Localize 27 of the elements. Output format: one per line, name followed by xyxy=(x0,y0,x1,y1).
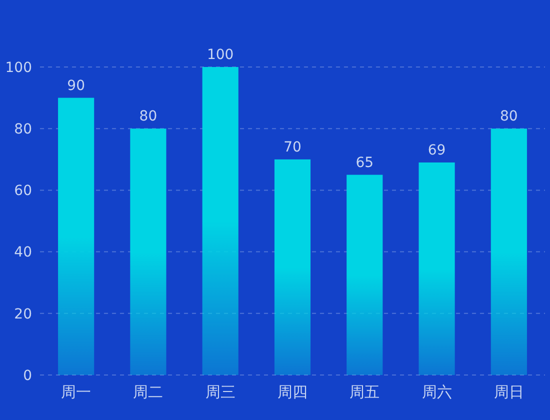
data-label: 100 xyxy=(206,47,234,63)
bar xyxy=(202,67,238,375)
bar xyxy=(418,162,455,375)
bar xyxy=(130,128,166,375)
bar xyxy=(490,128,527,375)
x-tick-label: 周六 xyxy=(422,383,452,401)
y-tick-label: 100 xyxy=(5,60,32,76)
y-tick-label: 40 xyxy=(14,244,32,261)
y-tick-label: 0 xyxy=(23,368,32,384)
y-tick-label: 60 xyxy=(14,183,32,200)
data-label: 65 xyxy=(356,154,374,171)
data-label: 80 xyxy=(139,108,158,125)
bar xyxy=(346,174,383,375)
x-tick-label: 周一 xyxy=(61,383,92,401)
data-label: 70 xyxy=(284,139,302,156)
x-tick-label: 周五 xyxy=(350,383,380,401)
bar xyxy=(274,159,311,375)
data-label: 80 xyxy=(500,108,518,125)
data-label: 90 xyxy=(67,78,85,94)
x-tick-label: 周二 xyxy=(133,383,164,401)
x-tick-label: 周三 xyxy=(205,383,236,401)
x-tick-label: 周四 xyxy=(278,383,308,401)
y-tick-label: 20 xyxy=(14,306,32,322)
y-tick-label: 80 xyxy=(14,122,32,138)
bar xyxy=(58,98,94,375)
data-label: 69 xyxy=(428,142,446,158)
x-tick-label: 周日 xyxy=(494,383,524,401)
